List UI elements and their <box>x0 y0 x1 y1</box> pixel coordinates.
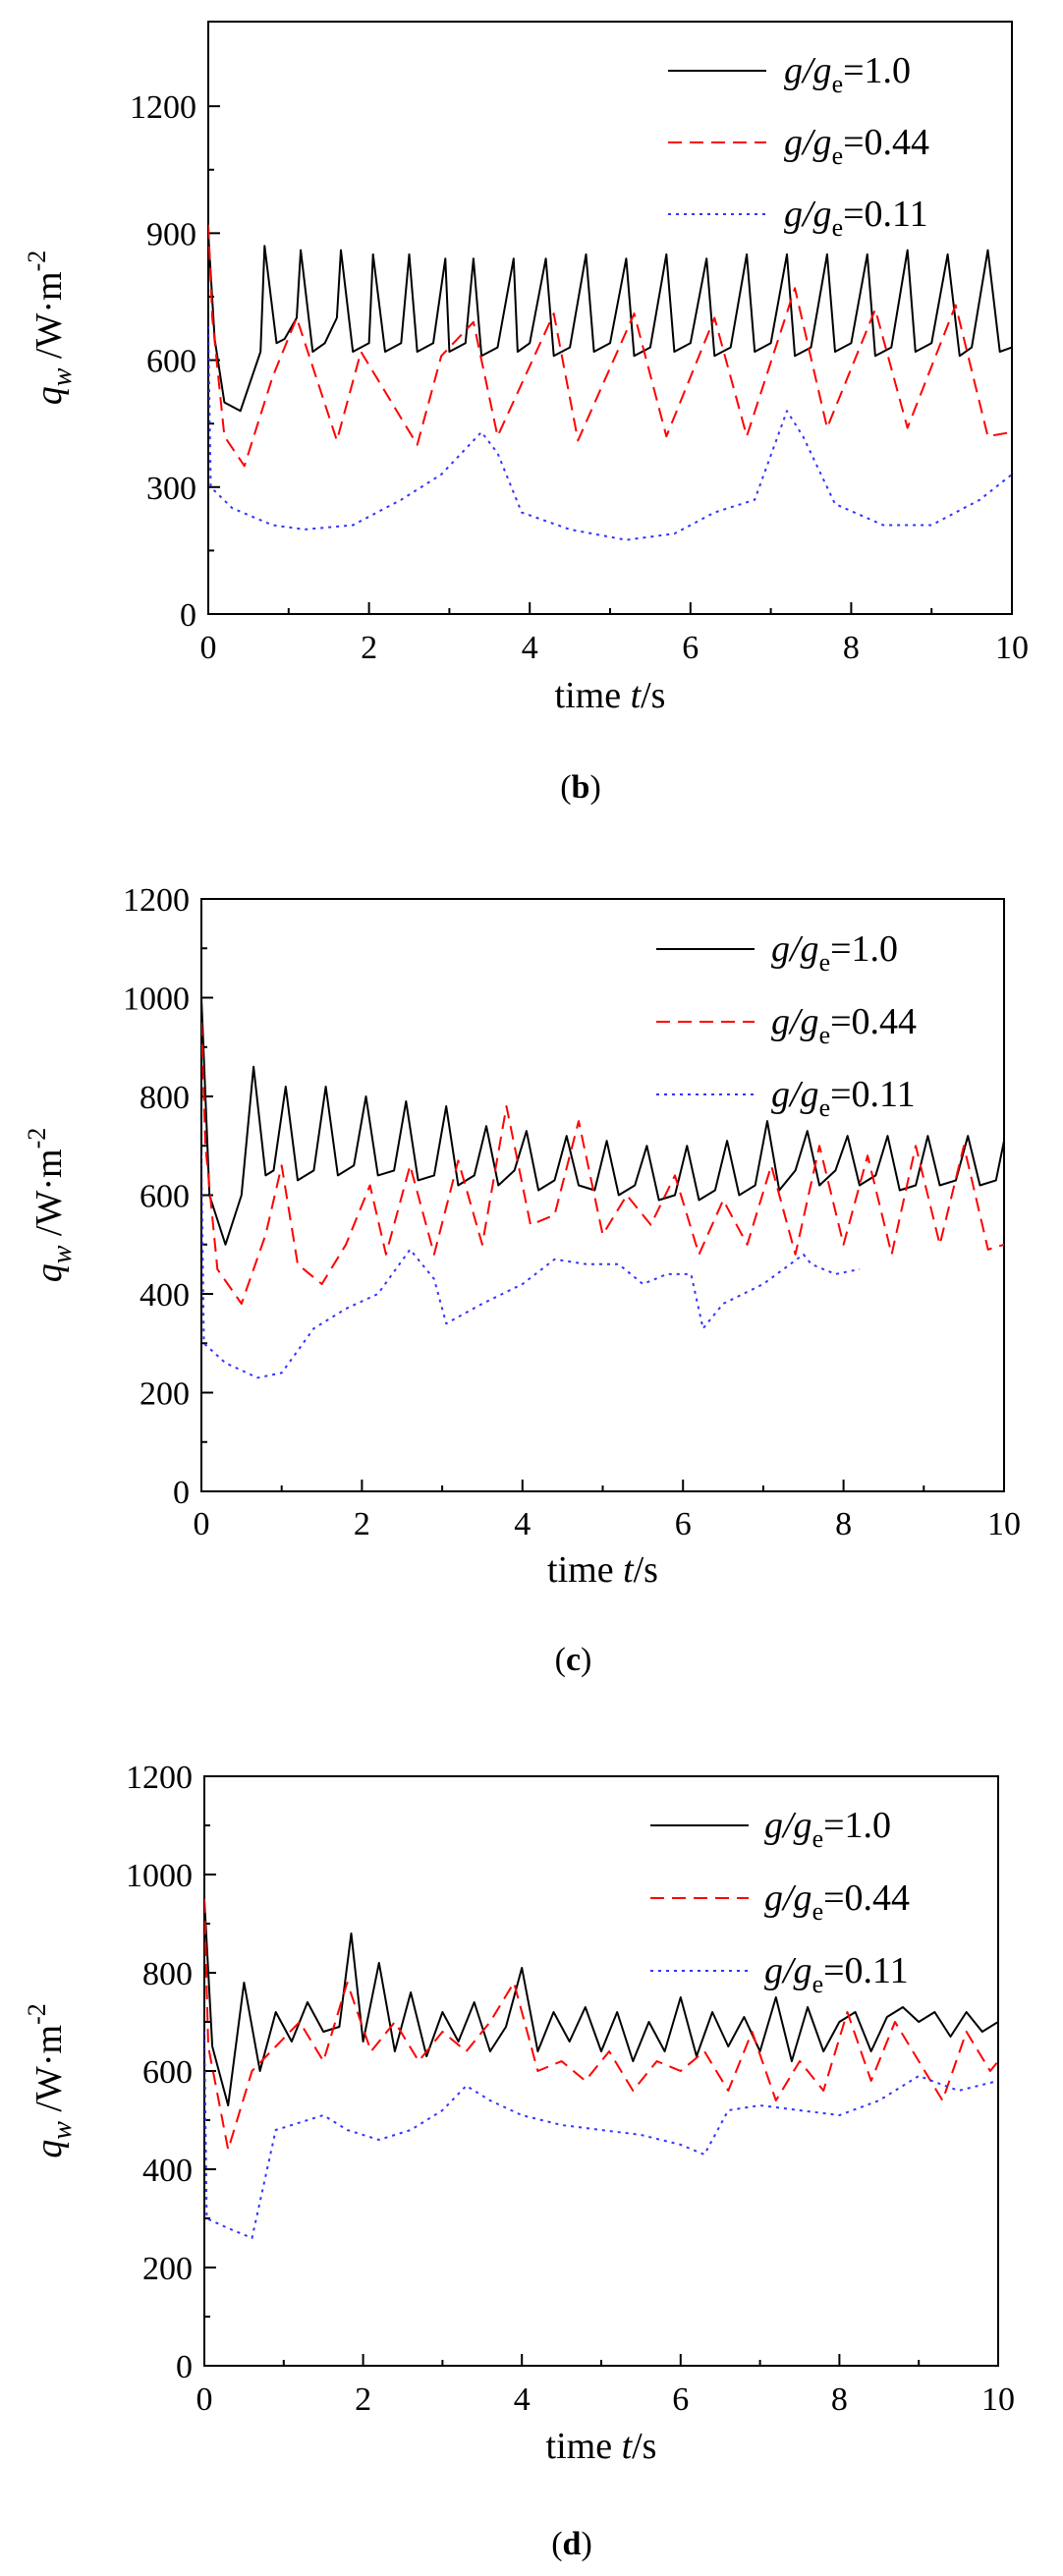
y-tick-label: 1200 <box>126 1760 193 1796</box>
x-tick-label: 10 <box>987 1506 1021 1542</box>
y-tick-label: 0 <box>176 2349 193 2385</box>
x-tick-label: 0 <box>196 2381 213 2418</box>
y-tick-label: 200 <box>140 1376 190 1413</box>
y-tick-label: 400 <box>142 2153 193 2189</box>
x-tick-label: 10 <box>981 2381 1015 2418</box>
panel-label: (c) <box>555 1642 592 1678</box>
y-tick-label: 600 <box>140 1179 190 1215</box>
x-tick-label: 4 <box>514 1506 531 1542</box>
x-tick-label: 0 <box>200 630 217 666</box>
series-line-2 <box>201 1022 1004 1305</box>
panel-c: 0 2 4 6 8 10 0 200 400 600 800 1000 1200 g/ge=1.0 g/ge… <box>23 882 1021 1678</box>
y-tick-label: 1000 <box>123 981 190 1018</box>
panel-d: 0 2 4 6 8 10 0 200 400 600 800 1000 1200 g/ge=1.0 g/ge… <box>23 1760 1015 2562</box>
y-tick-label: 1000 <box>126 1858 193 1894</box>
x-tick-label: 2 <box>355 2381 371 2418</box>
y-tick-label: 0 <box>173 1475 190 1511</box>
x-tick-label: 6 <box>672 2381 689 2418</box>
y-axis-label: qw /W·m-2 <box>23 251 78 406</box>
legend-label-2: g/ge=0.44 <box>771 1001 917 1049</box>
x-tick-label: 10 <box>995 630 1029 666</box>
x-tick-label: 8 <box>835 1506 852 1542</box>
y-tick-label: 600 <box>142 2054 193 2091</box>
y-tick-label: 200 <box>142 2251 193 2287</box>
legend-label-3: g/ge=0.11 <box>771 1074 916 1122</box>
legend-label-1: g/ge=1.0 <box>764 1805 891 1853</box>
panel-label: (b) <box>560 769 601 806</box>
legend-label-1: g/ge=1.0 <box>784 50 911 98</box>
x-axis-label: time t/s <box>546 2426 657 2467</box>
series-line-2 <box>208 224 1012 468</box>
y-tick-label: 800 <box>142 1956 193 1992</box>
y-tick-label: 300 <box>146 471 196 507</box>
y-tick-label: 600 <box>146 344 196 380</box>
y-tick-label: 900 <box>146 216 196 252</box>
legend-label-1: g/ge=1.0 <box>771 928 898 977</box>
x-axis-label: time t/s <box>555 675 666 716</box>
series-line-3 <box>201 1155 861 1379</box>
y-axis-label: qw /W·m-2 <box>23 1128 78 1283</box>
x-tick-label: 0 <box>194 1506 210 1542</box>
legend-label-3: g/ge=0.11 <box>764 1950 909 1998</box>
legend-label-2: g/ge=0.44 <box>784 122 929 170</box>
x-tick-label: 6 <box>682 630 699 666</box>
x-tick-label: 2 <box>354 1506 370 1542</box>
x-tick-label: 4 <box>522 630 538 666</box>
y-tick-label: 400 <box>140 1277 190 1314</box>
x-tick-label: 8 <box>843 630 860 666</box>
panel-b: 0 2 4 6 8 10 0 300 600 900 1200 g/ge=1.0 g/ge=0.44 g/… <box>23 21 1029 806</box>
series-line-1 <box>208 233 1012 413</box>
y-tick-label: 1200 <box>130 89 196 126</box>
x-tick-label: 4 <box>514 2381 531 2418</box>
x-tick-label: 8 <box>831 2381 848 2418</box>
x-tick-label: 6 <box>675 1506 692 1542</box>
panel-label: (d) <box>551 2526 592 2562</box>
y-tick-label: 800 <box>140 1080 190 1116</box>
y-tick-label: 1200 <box>123 882 190 919</box>
plot-frame <box>203 1775 999 2367</box>
plot-frame <box>200 898 1005 1492</box>
series-line-3 <box>208 326 1012 541</box>
y-axis-label: qw /W·m-2 <box>23 2003 78 2158</box>
series-line-1 <box>204 1898 998 2106</box>
y-tick-label: 0 <box>180 597 196 634</box>
legend-label-2: g/ge=0.44 <box>764 1877 910 1926</box>
x-axis-label: time t/s <box>547 1549 658 1591</box>
legend-label-3: g/ge=0.11 <box>784 194 928 242</box>
series-line-2 <box>204 1898 998 2151</box>
x-tick-label: 2 <box>361 630 377 666</box>
